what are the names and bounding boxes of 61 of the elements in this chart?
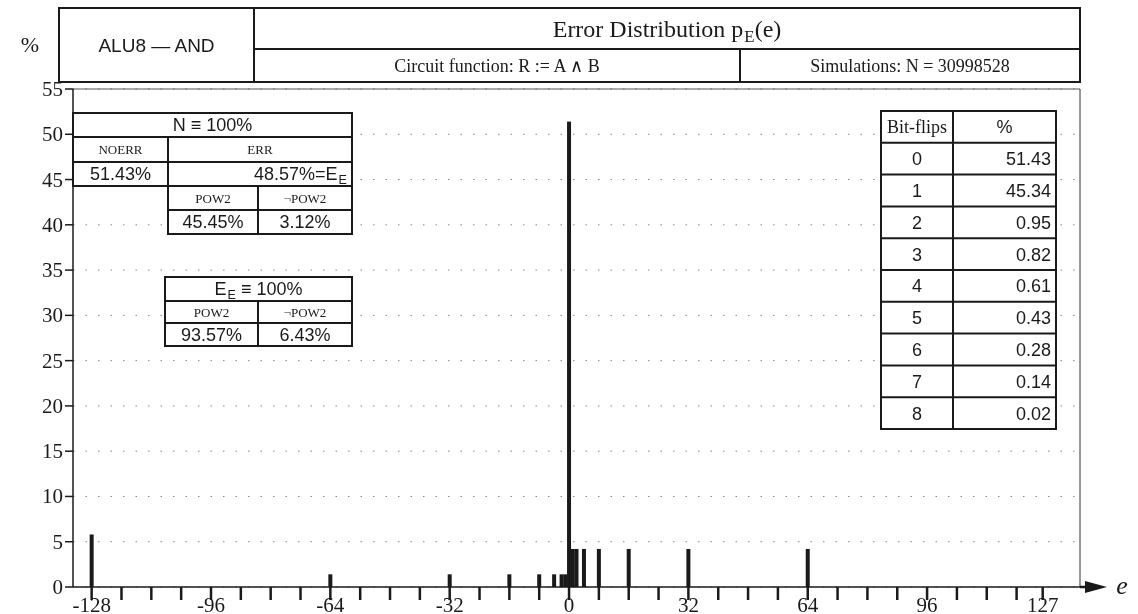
annotation: 0.82 [1015,244,1051,265]
y-tick-label: 40 [42,212,63,237]
annotation: 0.43 [1015,308,1051,329]
annotation: POW2 [193,304,230,320]
annotation: 0.28 [1015,339,1051,360]
annotation: 0 [911,149,923,170]
chart-title: Error Distribution p$_{E}$(e) [552,16,782,47]
y-tick-label: 45 [42,167,63,192]
annotation: 8 [911,403,923,424]
y-tick-label: 30 [42,303,63,328]
text: Simulations: N = 30998528 [810,55,1010,76]
x-tick-label: -96 [197,593,225,614]
annotation: 1 [911,180,923,201]
annotation: 6.43% [279,324,331,345]
annotation: 0.02 [1015,403,1051,424]
y-tick-label: 0 [52,575,63,599]
annotation: 93.57% [180,324,243,345]
annotation: % [996,117,1013,138]
y-tick-label: 50 [42,122,63,147]
x-tick-label: 0 [563,593,575,614]
annotation: Bit-flips [886,117,948,138]
y-axis-title: % [20,32,40,57]
annotation: ERR [247,142,273,158]
annotation: 51.43 [1005,149,1051,170]
x-tick-label: -32 [435,593,464,614]
x-tick-label: 64 [797,593,819,614]
annotation: 0.95 [1015,212,1051,233]
x-tick-label: 127 [1026,593,1059,614]
annotation: 2 [911,212,923,233]
annotation: 48.57%=E$_{E}$ [254,164,347,188]
annotation: ¬POW2 [283,190,327,206]
annotation: 4 [911,276,923,297]
annotation: NOERR [98,142,143,158]
annotation: POW2 [195,190,231,206]
annotation: 7 [911,371,923,392]
y-tick-label: 15 [42,439,63,464]
annotation: 0.61 [1015,276,1051,297]
chart-subtitle: Circuit function: R := A ∧ B [394,56,600,76]
y-tick-label: 20 [42,393,63,418]
x-tick-label: -64 [316,593,345,614]
y-tick-label: 35 [42,258,63,283]
x-tick-label: 96 [916,593,938,614]
y-tick-label: 25 [42,348,63,373]
x-tick-label: -128 [72,593,111,614]
annotation: 45.45% [182,212,244,233]
annotation: 45.34 [1005,180,1051,201]
annotation: 3 [911,244,923,265]
y-tick-label: 5 [52,529,63,554]
annotation: 5 [911,308,923,329]
x-axis-title: e [1116,571,1128,600]
y-tick-label: 10 [42,484,63,509]
annotation: N ≡ 100% [172,115,253,136]
annotation: E$_{E}$ ≡ 100% [214,279,303,303]
annotation: 51.43% [89,164,152,185]
annotation: 0.14 [1015,371,1051,392]
annotation: 6 [911,339,923,360]
annotation: ¬POW2 [283,304,327,320]
x-tick-label: 32 [677,593,699,614]
y-tick-label: 55 [42,77,63,101]
text: ALU8 — AND [98,34,215,56]
annotation: 3.12% [279,212,331,233]
